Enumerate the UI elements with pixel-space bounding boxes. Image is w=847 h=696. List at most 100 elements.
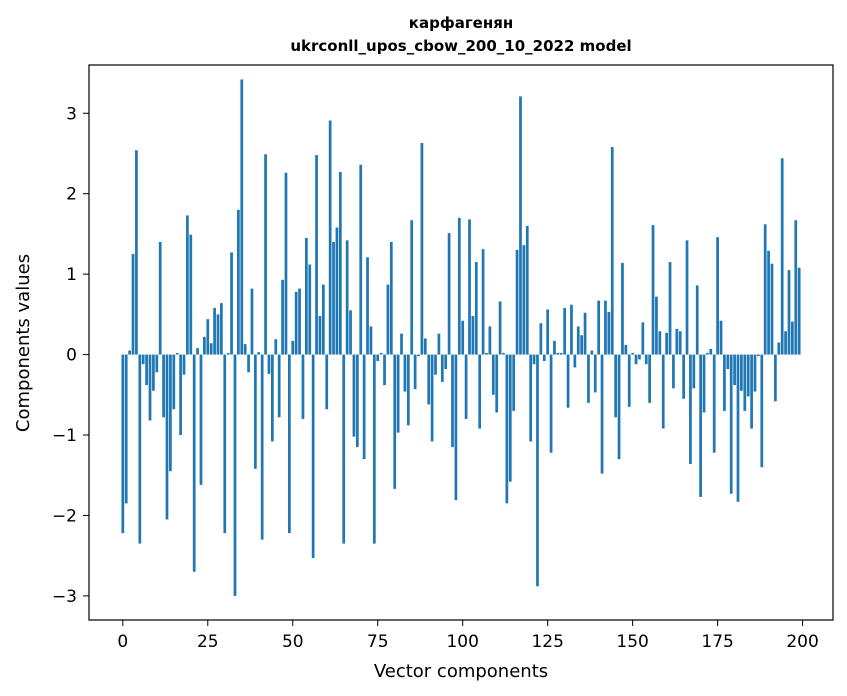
bar [400,333,403,355]
bar [498,301,502,355]
bar [621,262,624,355]
bar [553,340,556,355]
bar [220,303,223,355]
bar [349,310,352,355]
bar [617,354,621,460]
bar [223,354,227,534]
bar [607,311,611,355]
bar [542,354,546,361]
bar [631,352,634,355]
bar [366,257,369,355]
bar [689,354,692,464]
bar [379,352,383,355]
bar [736,354,740,502]
bar [444,354,448,370]
bar [597,300,601,355]
bar [777,342,781,355]
bar [294,291,298,355]
bar [332,241,335,355]
bar [124,354,128,504]
bar [750,354,753,429]
bar [247,354,250,373]
bar [196,348,199,355]
bar [155,354,159,373]
bar [464,354,468,419]
bar [648,354,651,403]
bar [627,354,631,407]
bar [539,323,543,355]
bar [315,155,318,355]
bar [529,354,533,442]
bar [186,215,189,355]
bar [519,96,522,355]
bar [791,321,794,355]
bar [240,79,244,355]
bar [376,354,380,361]
bar [138,354,142,544]
bar [478,354,482,429]
bar [254,354,257,469]
bar [216,314,220,355]
bar [593,354,597,393]
bar [522,245,526,355]
bar [342,354,346,544]
bar [787,270,791,355]
bar [321,284,325,355]
bar [695,285,699,355]
bar [733,354,736,386]
bar [179,354,182,435]
bar [512,354,516,411]
x-tick-label: 200 [786,632,818,652]
plot-frame [88,64,834,621]
bar [128,350,131,355]
bar [274,339,278,355]
bar [359,164,363,355]
bar [675,328,679,355]
bar [668,262,672,355]
bar [152,354,155,391]
bar [600,354,604,474]
bar [175,352,179,355]
y-tick-label: −2 [52,506,77,526]
bar [440,354,444,382]
bar [257,352,261,355]
bar [576,326,580,355]
x-tick-label: 150 [616,632,648,652]
x-tick-label: 175 [701,632,733,652]
bar [692,354,696,389]
bar [763,224,767,355]
bar [383,354,386,386]
bar [719,320,723,355]
bar [162,354,165,418]
bar [277,354,281,418]
bar [182,354,186,375]
bar [230,252,233,355]
bar [338,171,342,355]
bar [488,326,492,355]
bar [172,354,176,410]
bar [141,354,145,365]
bar [559,352,563,355]
x-tick-label: 0 [117,632,128,652]
bar [641,322,645,355]
bar [226,352,230,355]
bar [267,354,271,374]
bar [410,220,414,355]
bar [583,312,587,355]
bar [491,354,495,395]
bar [243,344,247,355]
bar [335,227,339,355]
bar [570,304,573,355]
bar [536,354,539,587]
y-tick-label: 3 [66,104,77,124]
bar [131,254,135,355]
bar [706,352,709,355]
bar [485,352,488,355]
bar [474,262,478,355]
bar [328,120,332,355]
bar [237,209,240,355]
bar [515,250,519,355]
bar [386,284,390,355]
